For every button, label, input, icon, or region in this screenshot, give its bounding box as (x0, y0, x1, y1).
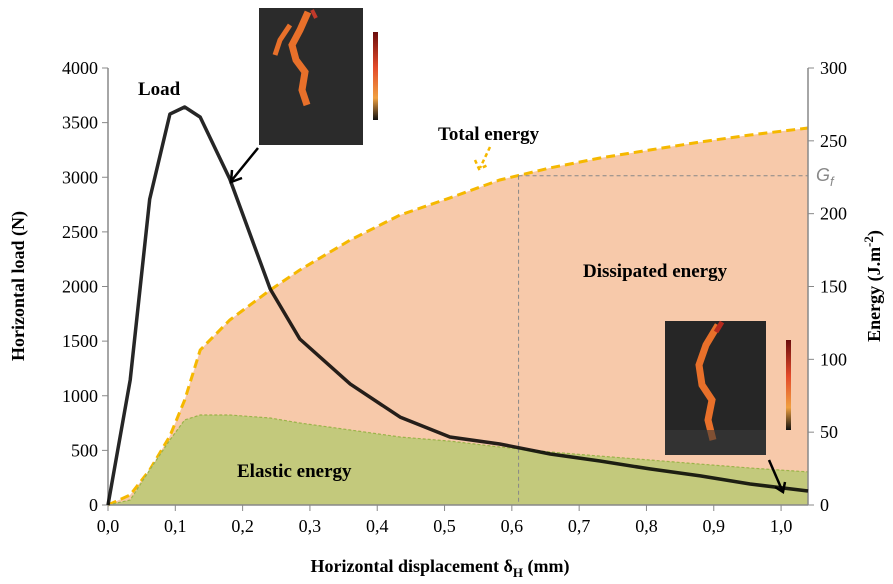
y-tick-label: 2000 (62, 277, 98, 297)
area (108, 128, 808, 505)
x-tick-label: 0,4 (366, 516, 389, 536)
arrow (473, 146, 492, 171)
y-tick-label: 3500 (62, 113, 98, 133)
x-tick-label: 1,0 (770, 516, 793, 536)
series-label: Elastic energy (237, 461, 352, 482)
y-tick-label: 2500 (62, 222, 98, 242)
series-line (107, 126, 809, 507)
x-axis-label: Horizontal displacement δH (mm) (311, 556, 570, 580)
x-tick-label: 0,2 (231, 516, 254, 536)
x-tick-label: 0,6 (501, 516, 524, 536)
y-tick-label: 500 (71, 440, 98, 460)
x-tick-label: 0,3 (299, 516, 322, 536)
y-tick-label: 0 (89, 495, 98, 515)
y-tick-label: 4000 (62, 58, 98, 78)
dissipated-label: Dissipated energy (583, 261, 728, 282)
y2-tick-label: 100 (820, 349, 847, 369)
x-tick-label: 0,0 (97, 516, 120, 536)
crack-image (665, 320, 791, 455)
y2-tick-label: 250 (820, 131, 847, 151)
y-tick-label: 3000 (62, 167, 98, 187)
series-line (106, 105, 809, 506)
y2-label-text: Energy (J.m (864, 247, 885, 342)
arrow (229, 147, 787, 495)
x-tick-label: 0,8 (635, 516, 658, 536)
y-tick-label: 1500 (62, 331, 98, 351)
y2-label-suffix: ) (864, 230, 885, 236)
x-tick-label: 0,9 (703, 516, 726, 536)
y2-tick-label: 300 (820, 58, 847, 78)
y-tick-label: 1000 (62, 386, 98, 406)
y-axis-label: Horizontal load (N) (8, 211, 29, 361)
gf-sub: f (830, 174, 835, 189)
y2-tick-label: 150 (820, 277, 847, 297)
x-tick-label: 0,5 (433, 516, 456, 536)
y2-label-sup: -2 (861, 236, 876, 247)
x-tick-label: 0,1 (164, 516, 187, 536)
gf-text: G (816, 165, 830, 185)
crack-image (259, 8, 378, 145)
y2-tick-label: 200 (820, 204, 847, 224)
series-line (107, 414, 809, 506)
gf-label: Gf (816, 165, 835, 189)
series-label: Load (138, 79, 181, 100)
y2-tick-label: 50 (820, 422, 838, 442)
x-tick-label: 0,7 (568, 516, 591, 536)
area (108, 415, 808, 505)
x-label-suffix: (mm) (523, 556, 569, 577)
y2-tick-label: 0 (820, 495, 829, 515)
x-label-sub: H (513, 565, 523, 580)
series-label: Total energy (438, 124, 540, 145)
y2-axis-label: Energy (J.m-2) (861, 230, 885, 342)
x-label-text: Horizontal displacement δ (311, 556, 513, 576)
